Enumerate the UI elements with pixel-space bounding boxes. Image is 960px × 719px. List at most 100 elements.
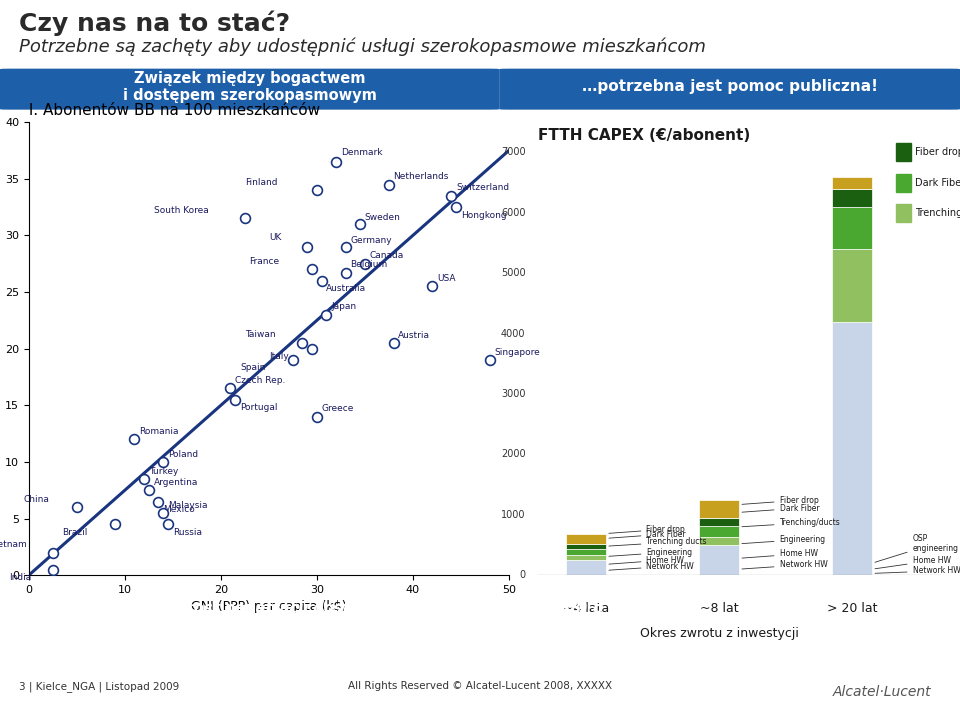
- Text: Czech Rep.: Czech Rep.: [235, 376, 285, 385]
- Text: Finland: Finland: [245, 178, 277, 187]
- Bar: [565, 560, 606, 575]
- Text: ~8 lat: ~8 lat: [700, 603, 738, 615]
- Text: Fiber drop: Fiber drop: [742, 495, 818, 505]
- Text: Potrzebne są zachęty aby udostępnić usługi szerokopasmowe mieszkańcom: Potrzebne są zachęty aby udostępnić usłu…: [19, 37, 706, 56]
- Text: Związek między bogactwem
i dostępem szerokopasmowym: Związek między bogactwem i dostępem szer…: [123, 70, 376, 103]
- Text: Switzerland: Switzerland: [456, 183, 509, 193]
- Text: South Korea: South Korea: [154, 206, 208, 215]
- Text: Engineering: Engineering: [609, 548, 692, 557]
- Text: “.. Szacuje się że wzrost penetracji dostępu szerokopasmowego (BB) o 1 punkt: “.. Szacuje się że wzrost penetracji dos…: [19, 600, 672, 615]
- Text: Russia: Russia: [173, 528, 202, 536]
- Point: [386, 337, 401, 349]
- Text: Network HW: Network HW: [742, 560, 828, 569]
- Text: Sweden: Sweden: [365, 213, 400, 222]
- Text: Poland: Poland: [168, 449, 198, 459]
- Text: China: China: [24, 495, 50, 504]
- Text: 3000: 3000: [501, 389, 525, 399]
- Bar: [699, 545, 739, 575]
- Point: [141, 485, 156, 496]
- Text: Dark Fiber: Dark Fiber: [915, 178, 960, 188]
- Point: [309, 411, 324, 422]
- Text: 5000: 5000: [501, 268, 525, 278]
- Text: > 20 lat: > 20 lat: [827, 603, 877, 615]
- Point: [314, 275, 329, 286]
- Point: [448, 201, 464, 213]
- Point: [108, 518, 123, 530]
- Text: Home HW: Home HW: [609, 556, 684, 564]
- Text: Greece: Greece: [322, 404, 354, 413]
- Point: [295, 337, 310, 349]
- Bar: [565, 549, 606, 555]
- Point: [328, 156, 344, 168]
- Text: OSP
engineering: OSP engineering: [875, 533, 959, 562]
- Bar: [565, 555, 606, 560]
- Text: Hongkong: Hongkong: [461, 211, 507, 219]
- Text: Portugal: Portugal: [240, 403, 277, 412]
- Text: Okres zwrotu z inwestycji: Okres zwrotu z inwestycji: [639, 626, 799, 639]
- Text: Japan: Japan: [331, 303, 356, 311]
- Text: …potrzebna jest pomoc publiczna!: …potrzebna jest pomoc publiczna!: [582, 79, 877, 94]
- Point: [156, 457, 171, 468]
- Point: [482, 354, 497, 366]
- Text: Australia: Australia: [326, 284, 367, 293]
- Point: [381, 179, 396, 191]
- Text: Romania: Romania: [139, 427, 179, 436]
- Bar: [565, 533, 606, 544]
- Point: [45, 546, 60, 558]
- Text: 3 | Kielce_NGA | Listopad 2009: 3 | Kielce_NGA | Listopad 2009: [19, 682, 180, 692]
- Text: Taiwan: Taiwan: [245, 329, 276, 339]
- Bar: [832, 177, 873, 188]
- Point: [304, 264, 320, 275]
- Text: Alcatel·Lucent: Alcatel·Lucent: [832, 685, 931, 699]
- Text: Brazil: Brazil: [62, 528, 87, 536]
- Text: UK: UK: [269, 233, 281, 242]
- Point: [285, 354, 300, 366]
- Text: 2000: 2000: [501, 449, 525, 459]
- Bar: [832, 249, 873, 321]
- Text: Netherlands: Netherlands: [394, 172, 449, 181]
- Text: All Rights Reserved © Alcatel-Lucent 2008, XXXXX: All Rights Reserved © Alcatel-Lucent 200…: [348, 682, 612, 691]
- Point: [300, 241, 315, 252]
- Text: Czy nas na to stać?: Czy nas na to stać?: [19, 10, 290, 36]
- Text: 0: 0: [519, 570, 525, 580]
- Text: Home HW: Home HW: [742, 549, 818, 559]
- Point: [338, 241, 353, 252]
- Text: Trenching/ducts: Trenching/ducts: [915, 208, 960, 218]
- Point: [151, 496, 166, 508]
- Text: Network HW: Network HW: [875, 567, 960, 575]
- Point: [45, 564, 60, 575]
- Text: Singapore: Singapore: [494, 348, 540, 357]
- Point: [424, 280, 440, 292]
- Point: [223, 383, 238, 394]
- Text: Fiber drop: Fiber drop: [609, 525, 685, 533]
- Text: Vietnam: Vietnam: [0, 540, 28, 549]
- Text: Home HW: Home HW: [875, 556, 950, 569]
- Point: [136, 473, 152, 485]
- FancyBboxPatch shape: [0, 68, 499, 110]
- Bar: [897, 173, 910, 192]
- Text: 6000: 6000: [501, 208, 525, 218]
- Text: Mexico: Mexico: [163, 505, 195, 514]
- Point: [319, 309, 334, 321]
- Bar: [832, 188, 873, 207]
- Text: ~4 lata: ~4 lata: [563, 603, 609, 615]
- Text: - Crandall et al, The Brookings Institution, July 2007: - Crandall et al, The Brookings Institut…: [617, 648, 941, 661]
- Point: [127, 434, 142, 445]
- Text: India: India: [10, 573, 32, 582]
- Text: Canada: Canada: [370, 252, 404, 260]
- Text: Dark Fiber: Dark Fiber: [609, 530, 686, 539]
- Text: Dark Fiber: Dark Fiber: [742, 503, 819, 513]
- Text: Turkey: Turkey: [149, 467, 179, 475]
- Text: Network HW: Network HW: [609, 562, 694, 571]
- Bar: [699, 526, 739, 537]
- Point: [309, 184, 324, 196]
- Point: [156, 507, 171, 518]
- Text: Italy: Italy: [269, 352, 289, 361]
- Text: Malaysia: Malaysia: [168, 500, 207, 510]
- Text: Fiber drop: Fiber drop: [915, 147, 960, 157]
- Text: 4000: 4000: [501, 329, 525, 339]
- Text: Spain: Spain: [240, 363, 265, 372]
- Point: [228, 394, 243, 406]
- Text: Trenching/ducts: Trenching/ducts: [742, 518, 840, 527]
- Point: [357, 258, 372, 270]
